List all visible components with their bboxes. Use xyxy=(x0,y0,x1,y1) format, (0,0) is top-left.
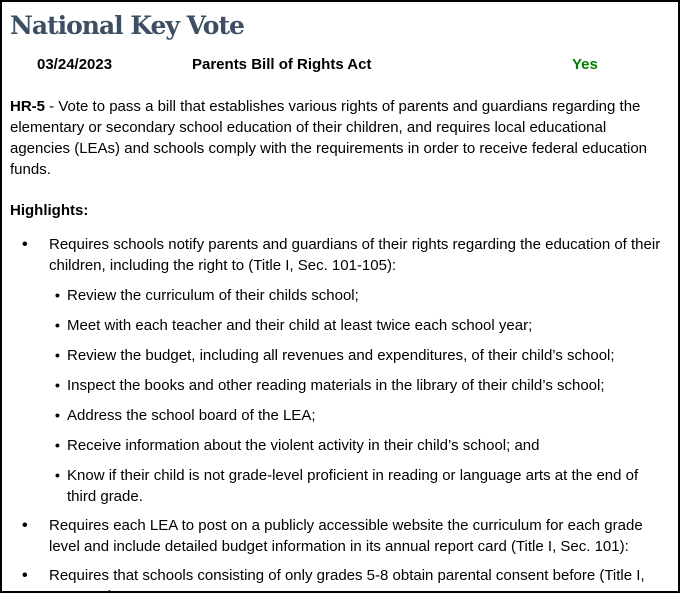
bullet-icon: • xyxy=(55,347,60,363)
bill-description: HR-5 - Vote to pass a bill that establis… xyxy=(10,96,660,180)
highlight-subitem: • Review the budget, including all reven… xyxy=(49,345,666,366)
vote-date: 03/24/2023 xyxy=(37,56,113,73)
highlight-subtext: Receive information about the violent ac… xyxy=(67,437,540,454)
highlight-subitem: • Inspect the books and other reading ma… xyxy=(49,375,666,396)
bullet-icon: • xyxy=(55,407,60,423)
highlight-item: • Requires that schools consisting of on… xyxy=(2,565,666,591)
highlight-subtext: Review the curriculum of their childs sc… xyxy=(67,287,359,304)
page-title: National Key Vote xyxy=(10,11,245,40)
vote-position-badge: Yes xyxy=(572,56,598,73)
highlight-sublist: • Review the curriculum of their childs … xyxy=(49,285,666,507)
highlight-text: Requires that schools consisting of only… xyxy=(49,567,645,591)
bullet-icon: • xyxy=(55,437,60,453)
bullet-icon: • xyxy=(22,517,28,534)
bullet-icon: • xyxy=(22,236,28,253)
highlight-subitem: • Meet with each teacher and their child… xyxy=(49,315,666,336)
highlight-subtext: Review the budget, including all revenue… xyxy=(67,347,615,364)
bullet-icon: • xyxy=(22,567,28,584)
bullet-icon: • xyxy=(55,287,60,303)
highlight-text: Requires schools notify parents and guar… xyxy=(49,236,661,274)
highlight-subitem: • Know if their child is not grade-level… xyxy=(49,465,666,507)
highlight-subtext: Address the school board of the LEA; xyxy=(67,407,316,424)
highlight-subitem: • Review the curriculum of their childs … xyxy=(49,285,666,306)
vote-summary-row: 03/24/2023 Parents Bill of Rights Act Ye… xyxy=(2,56,678,76)
bullet-icon: • xyxy=(55,377,60,393)
bill-description-text: - Vote to pass a bill that establishes v… xyxy=(10,98,648,178)
highlight-item: • Requires schools notify parents and gu… xyxy=(2,234,666,507)
highlight-subitem: • Address the school board of the LEA; xyxy=(49,405,666,426)
highlight-subtext: Inspect the books and other reading mate… xyxy=(67,377,605,394)
highlights-heading: Highlights: xyxy=(10,202,89,219)
highlight-subitem: • Receive information about the violent … xyxy=(49,435,666,456)
highlight-item: • Requires each LEA to post on a publicl… xyxy=(2,515,666,557)
highlight-subtext: Know if their child is not grade-level p… xyxy=(67,467,639,505)
bill-title: Parents Bill of Rights Act xyxy=(192,56,372,73)
highlights-list: • Requires schools notify parents and gu… xyxy=(2,234,678,591)
bullet-icon: • xyxy=(55,317,60,333)
bill-number: HR-5 xyxy=(10,98,46,115)
highlight-subtext: Meet with each teacher and their child a… xyxy=(67,317,533,334)
bullet-icon: • xyxy=(55,467,60,483)
highlight-text: Requires each LEA to post on a publicly … xyxy=(49,517,643,555)
